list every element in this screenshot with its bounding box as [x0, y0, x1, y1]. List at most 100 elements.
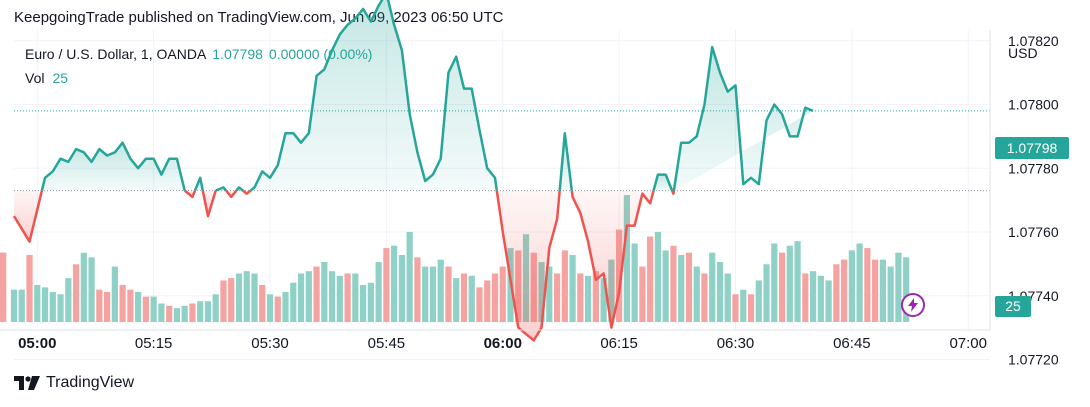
volume-bar — [445, 266, 452, 322]
volume-bar — [313, 266, 320, 322]
volume-bar — [305, 271, 312, 322]
x-tick-label: 05:15 — [135, 335, 173, 352]
volume-bar — [375, 261, 382, 322]
symbol-name: Euro / U.S. Dollar, 1, OANDA — [25, 46, 207, 62]
volume-bar — [437, 259, 444, 322]
volume-bar — [577, 273, 584, 322]
volume-bar — [755, 280, 762, 322]
line-segment-down — [495, 190, 561, 342]
volume-bar — [631, 243, 638, 322]
legend-change: 0.00000 (0.00%) — [268, 46, 373, 62]
y-tick-label: 1.07760 — [1008, 224, 1059, 240]
volume-bar — [212, 294, 219, 322]
volume-bar — [321, 261, 328, 322]
volume-bar — [103, 291, 111, 322]
x-tick-label: 06:00 — [484, 335, 522, 352]
volume-bar — [872, 259, 879, 322]
volume-bar — [740, 289, 747, 322]
logo-text: TradingView — [46, 374, 135, 391]
volume-bar — [127, 289, 134, 322]
volume-bar — [460, 273, 468, 322]
x-tick-label: 06:45 — [833, 335, 871, 352]
area-fill-down — [14, 190, 42, 242]
volume-bar — [344, 273, 351, 322]
volume-value: 25 — [52, 70, 69, 86]
volume-bar — [41, 287, 49, 322]
line-segment-up — [652, 173, 674, 192]
volume-bar — [398, 255, 406, 322]
volume-bar — [34, 285, 41, 322]
volume-bar — [26, 255, 33, 322]
volume-bar — [18, 289, 25, 322]
y-tick-label: 1.07820 — [1008, 33, 1059, 49]
volume-bar — [693, 266, 700, 322]
y-axis-ticks: 1.078201.078001.077801.077601.077401.077… — [1008, 33, 1059, 368]
volume-legend: Vol 25 — [25, 70, 68, 86]
x-tick-label: 05:30 — [251, 335, 289, 352]
volume-bar — [685, 252, 693, 322]
volume-bar — [204, 301, 212, 322]
volume-label: Vol — [25, 70, 45, 86]
volume-bars — [0, 194, 910, 322]
volume-bar — [553, 273, 561, 322]
x-tick-label: 05:00 — [18, 335, 56, 352]
volume-bar — [887, 266, 894, 322]
volume-bar — [763, 264, 770, 322]
legend-price: 1.07798 — [212, 46, 263, 62]
volume-bar — [173, 308, 181, 322]
line-segment-down — [670, 190, 676, 195]
volume-bar — [903, 257, 910, 322]
area-fills — [14, 0, 814, 341]
volume-bar — [879, 259, 887, 322]
volume-bar — [328, 271, 336, 322]
volume-bar — [259, 285, 266, 322]
volume-bar — [251, 273, 258, 322]
volume-bar — [414, 257, 421, 322]
y-tick-label: 1.07800 — [1008, 97, 1059, 113]
volume-bar — [220, 280, 227, 322]
tradingview-logo[interactable]: TradingView — [14, 374, 134, 392]
volume-bar — [670, 245, 677, 322]
volume-bar — [429, 266, 437, 322]
volume-bar — [383, 248, 390, 322]
volume-bar — [468, 275, 475, 322]
volume-bar — [895, 252, 902, 322]
volume-bar — [592, 271, 599, 322]
volume-bar — [856, 243, 863, 322]
line-segment-down — [183, 189, 197, 199]
x-tick-label: 06:15 — [600, 335, 638, 352]
price-line — [14, 0, 814, 342]
volume-badge: 25 — [995, 296, 1031, 317]
line-segment-down — [242, 189, 252, 195]
y-tick-label: 1.07780 — [1008, 160, 1059, 176]
volume-bar — [600, 278, 607, 322]
area-fill-down — [202, 190, 216, 217]
line-segment-up — [672, 45, 814, 191]
lightning-bolt-icon[interactable] — [901, 293, 925, 317]
volume-bar — [864, 248, 871, 322]
line-segment-up — [249, 0, 499, 192]
volume-bar — [96, 289, 103, 322]
volume-bar — [135, 291, 142, 322]
x-tick-label: 06:30 — [717, 335, 755, 352]
volume-bar — [678, 255, 685, 322]
volume-bar — [747, 294, 755, 322]
x-axis-ticks: 05:00 05:15 05:30 05:45 06:00 06:15 06:30 06:45… — [18, 335, 987, 352]
volume-bar — [499, 266, 506, 322]
line-segment-down — [570, 190, 655, 329]
volume-bar — [166, 305, 173, 322]
volume-bar — [709, 252, 716, 322]
volume-bar — [794, 241, 801, 322]
volume-bar — [80, 252, 87, 322]
line-segment-down — [201, 190, 217, 218]
volume-bar — [778, 252, 786, 322]
tradingview-logo-icon — [14, 376, 40, 390]
volume-bar — [833, 264, 840, 322]
y-tick-label: 1.07720 — [1008, 352, 1059, 368]
volume-bar — [476, 287, 483, 322]
volume-bar — [228, 278, 235, 322]
area-fill-down — [496, 190, 560, 341]
volume-bar — [290, 282, 297, 322]
volume-bar — [841, 259, 848, 322]
